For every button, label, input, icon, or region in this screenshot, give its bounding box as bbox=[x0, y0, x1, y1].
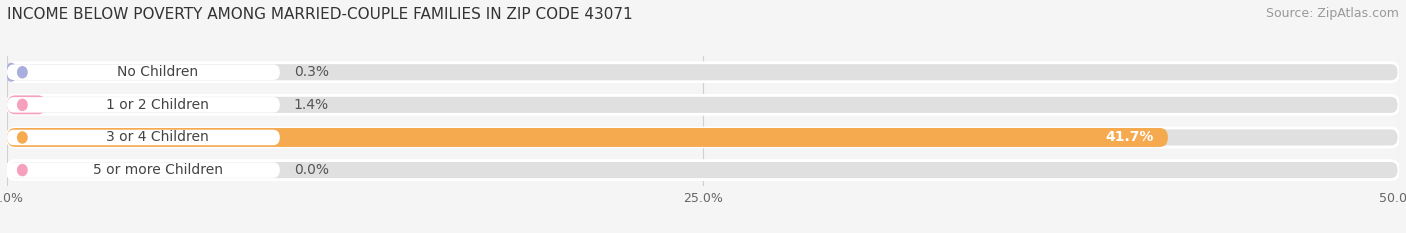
Text: INCOME BELOW POVERTY AMONG MARRIED-COUPLE FAMILIES IN ZIP CODE 43071: INCOME BELOW POVERTY AMONG MARRIED-COUPL… bbox=[7, 7, 633, 22]
FancyBboxPatch shape bbox=[7, 95, 46, 114]
FancyBboxPatch shape bbox=[7, 65, 280, 80]
Circle shape bbox=[18, 99, 27, 110]
FancyBboxPatch shape bbox=[7, 128, 1399, 147]
FancyBboxPatch shape bbox=[7, 161, 1399, 180]
Text: 0.0%: 0.0% bbox=[294, 163, 329, 177]
Text: 1.4%: 1.4% bbox=[294, 98, 329, 112]
Text: 41.7%: 41.7% bbox=[1105, 130, 1154, 144]
Text: No Children: No Children bbox=[117, 65, 198, 79]
FancyBboxPatch shape bbox=[7, 128, 1168, 147]
Text: Source: ZipAtlas.com: Source: ZipAtlas.com bbox=[1265, 7, 1399, 20]
Text: 1 or 2 Children: 1 or 2 Children bbox=[107, 98, 209, 112]
Circle shape bbox=[18, 67, 27, 78]
Circle shape bbox=[18, 132, 27, 143]
FancyBboxPatch shape bbox=[7, 97, 280, 113]
FancyBboxPatch shape bbox=[7, 130, 280, 145]
Circle shape bbox=[18, 164, 27, 176]
Text: 3 or 4 Children: 3 or 4 Children bbox=[107, 130, 209, 144]
FancyBboxPatch shape bbox=[7, 162, 280, 178]
Text: 5 or more Children: 5 or more Children bbox=[93, 163, 222, 177]
Text: 0.3%: 0.3% bbox=[294, 65, 329, 79]
FancyBboxPatch shape bbox=[7, 95, 1399, 114]
FancyBboxPatch shape bbox=[7, 63, 15, 82]
FancyBboxPatch shape bbox=[7, 63, 1399, 82]
